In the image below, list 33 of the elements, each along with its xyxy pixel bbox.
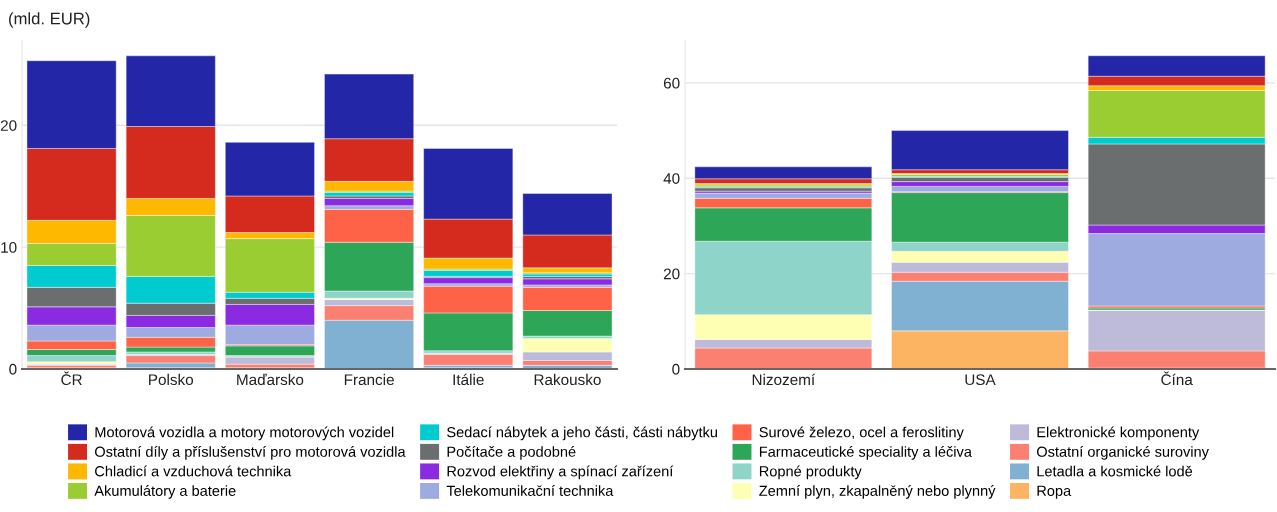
x-tick-label: Francie [344, 373, 394, 386]
legend-label: Motorová vozidla a motory motorových vozidel [95, 426, 394, 441]
legend-label: Rozvod elektřiny a spínací zařízení [447, 465, 674, 480]
legend-label: Telekomunikační technika [446, 485, 614, 496]
legend-label: Chladicí a vzduchová technika [95, 465, 292, 477]
x-tick-label: Čína [1161, 371, 1193, 386]
legend-label: Elektronické komponenty [1037, 426, 1200, 441]
chart-title: (mld. EUR) [9, 12, 90, 28]
x-tick-label: Polsko [149, 373, 194, 386]
x-tick-label: Rakousko [534, 373, 601, 386]
legend-label: Farmaceutické speciality a léčiva [759, 445, 972, 460]
legend-label: Ostatní díly a příslušenství pro motorová vozidla [95, 445, 406, 460]
legend-label: Sedací nábytek a jeho části, části nábytku [447, 426, 717, 441]
legend-label: Zemní plyn, zkapalněný nebo plynný [759, 485, 996, 499]
x-tick-label: Nizozemí [752, 373, 816, 386]
x-tick-label: ČR [61, 371, 82, 386]
legend-label: Ropné produkty [759, 465, 862, 480]
legend-label: Ostatní organické suroviny [1036, 445, 1209, 460]
legend-label: Akumulátory a baterie [94, 485, 236, 499]
x-tick-label: Itálie [453, 373, 484, 386]
legend-label: Ropa [1037, 485, 1072, 499]
y-tick-label: 40 [663, 173, 680, 184]
y-tick-label: 60 [663, 77, 680, 89]
x-tick-label: Maďarsko [237, 373, 304, 386]
y-tick-label: 0 [672, 363, 680, 375]
y-tick-label: 20 [0, 120, 17, 131]
y-tick-label: 10 [1, 242, 17, 253]
y-tick-label: 20 [663, 268, 680, 280]
legend-label: Počítače a podobné [447, 445, 576, 460]
legend-label: Surové železo, ocel a feroslitiny [759, 426, 964, 441]
y-tick-label: 0 [9, 363, 17, 375]
legend-label: Letadla a kosmické lodě [1037, 465, 1193, 477]
x-tick-label: USA [965, 374, 996, 386]
